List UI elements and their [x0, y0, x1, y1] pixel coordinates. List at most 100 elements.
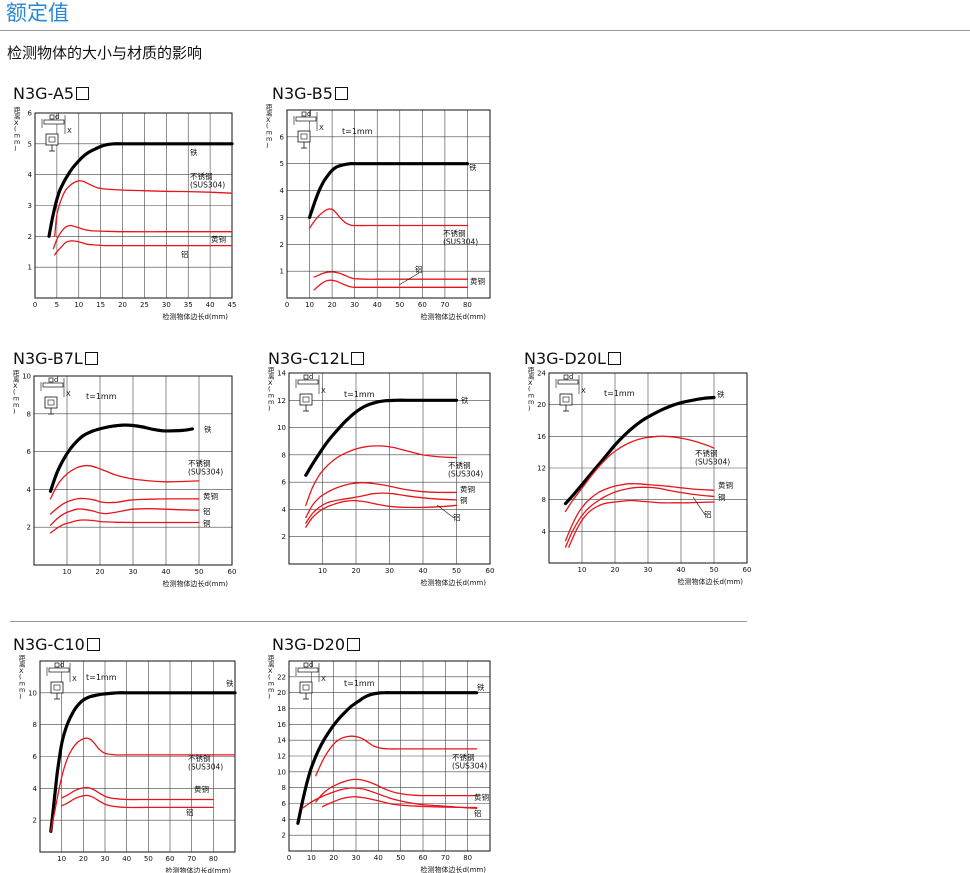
series-line-4: [301, 787, 478, 809]
x-tick-label: 60: [418, 301, 427, 309]
x-tick-label: 40: [373, 301, 382, 309]
grid: [34, 376, 232, 565]
series-line-2: [305, 445, 458, 506]
series-label: 不锈钢(SUS304): [188, 458, 223, 477]
series-line-3: [564, 483, 715, 542]
x-tick-label: 80: [463, 301, 472, 309]
model-title-text: N3G-D20: [272, 635, 345, 654]
series-label: 铝: [704, 509, 712, 519]
series-line-1: [304, 398, 459, 477]
series-label: 铁: [190, 147, 198, 157]
y-tick-label: 3: [280, 214, 284, 222]
grid: [549, 373, 747, 563]
series-line-1: [296, 691, 479, 825]
model-title-c10: N3G-C10: [13, 635, 100, 654]
y-tick-label: 1: [28, 264, 32, 272]
y-axis-label: 距离 X(m m): [268, 366, 275, 412]
sensor-diagram-icon: dX: [293, 110, 324, 149]
series-label: 不锈钢(SUS304): [443, 228, 478, 247]
x-axis-label: 检测物体边长d(mm): [162, 579, 228, 588]
model-box-icon: [347, 638, 360, 651]
series-line-3: [315, 778, 478, 803]
x-tick-label: 30: [129, 568, 138, 576]
x-axis-label: 检测物体边长d(mm): [165, 866, 231, 873]
model-title-b7l: N3G-B7L: [13, 349, 98, 368]
y-tick-label: 4: [280, 187, 285, 195]
y-tick-label: 2: [27, 524, 31, 532]
x-tick-label: 10: [57, 855, 66, 863]
y-tick-label: 14: [277, 737, 286, 745]
y-tick-label: 4: [282, 816, 287, 824]
x-tick-label: 20: [96, 568, 105, 576]
x-axis-label: 检测物体边长d(mm): [162, 312, 228, 321]
x-tick-label: 15: [96, 301, 105, 309]
y-tick-label: 6: [33, 753, 38, 761]
plot-frame: [34, 112, 233, 299]
y-tick-label: 12: [537, 465, 546, 473]
y-tick-label: 6: [28, 110, 33, 118]
series-label: 不锈钢(SUS304): [190, 171, 225, 190]
y-tick-label: 12: [277, 753, 286, 761]
x-tick-label: 45: [228, 301, 237, 309]
x-axis-label: 检测物体边长d(mm): [420, 578, 486, 587]
x-tick-label: 10: [74, 301, 83, 309]
series-label: 铝: [415, 264, 423, 274]
model-title-a5: N3G-A5: [13, 84, 90, 103]
y-tick-label: 6: [27, 448, 32, 456]
series-line-5: [321, 796, 478, 809]
y-tick-label: 4: [33, 785, 38, 793]
x-tick-label: 40: [374, 854, 383, 862]
series-line-2: [315, 735, 478, 777]
x-tick-label: 30: [352, 854, 361, 862]
model-box-icon: [350, 352, 364, 365]
x-axis-label: 检测物体边长d(mm): [420, 312, 486, 321]
series-label: 黄铜: [718, 480, 733, 490]
series-line-4: [61, 794, 214, 809]
x-tick-label: 30: [350, 301, 359, 309]
series-label: 铜: [718, 492, 726, 502]
y-tick-label: 8: [542, 496, 546, 504]
y-tick-label: 16: [277, 721, 286, 729]
series-label: 黄铜: [211, 234, 226, 244]
model-title-text: N3G-D20L: [524, 349, 606, 368]
x-tick-label: 25: [140, 301, 149, 309]
x-tick-label: 40: [677, 566, 686, 574]
thickness-annotation: t=1mm: [344, 679, 375, 688]
thickness-annotation: t=1mm: [86, 392, 117, 401]
distance-symbol: X: [581, 387, 586, 395]
series-label: 铁: [469, 162, 477, 172]
page-title: 额定值: [6, 1, 69, 25]
series-label: 铜: [203, 518, 211, 528]
label-callout-line: [436, 504, 455, 519]
x-tick-label: 20: [118, 301, 127, 309]
y-tick-label: 2: [282, 533, 286, 541]
plot-frame: [39, 660, 236, 853]
series-label: 铜: [460, 495, 468, 505]
section-divider: [10, 621, 747, 622]
series-line-1: [308, 162, 469, 219]
series-line-4: [54, 240, 233, 256]
model-box-icon: [334, 87, 348, 100]
y-axis-label: 距离 X(m m): [14, 106, 21, 152]
x-tick-label: 30: [385, 567, 394, 575]
y-tick-label: 14: [277, 370, 286, 378]
x-tick-label: 70: [440, 301, 449, 309]
y-tick-label: 2: [33, 817, 37, 825]
x-tick-label: 0: [287, 854, 291, 862]
sensor-diagram-icon: dX: [40, 376, 71, 415]
x-tick-label: 20: [611, 566, 620, 574]
y-axis-label: 距离 X(m m): [13, 369, 20, 415]
series-line-1: [563, 395, 716, 506]
series-label: 不锈钢(SUS304): [452, 752, 487, 771]
series-line-3: [305, 482, 458, 519]
x-tick-label: 35: [184, 301, 193, 309]
chart-n3g-b5: 0 10 20 30 40 50 60 70 80 1 2 3 4 5 6 距离 X(m m) 检测物体边长d(mm…: [266, 103, 491, 321]
plot-frame: [33, 375, 233, 566]
x-tick-label: 50: [144, 855, 153, 863]
series-label: 不锈钢(SUS304): [448, 460, 483, 479]
y-tick-label: 24: [537, 370, 546, 378]
sensor-diagram-icon: dX: [46, 661, 77, 700]
